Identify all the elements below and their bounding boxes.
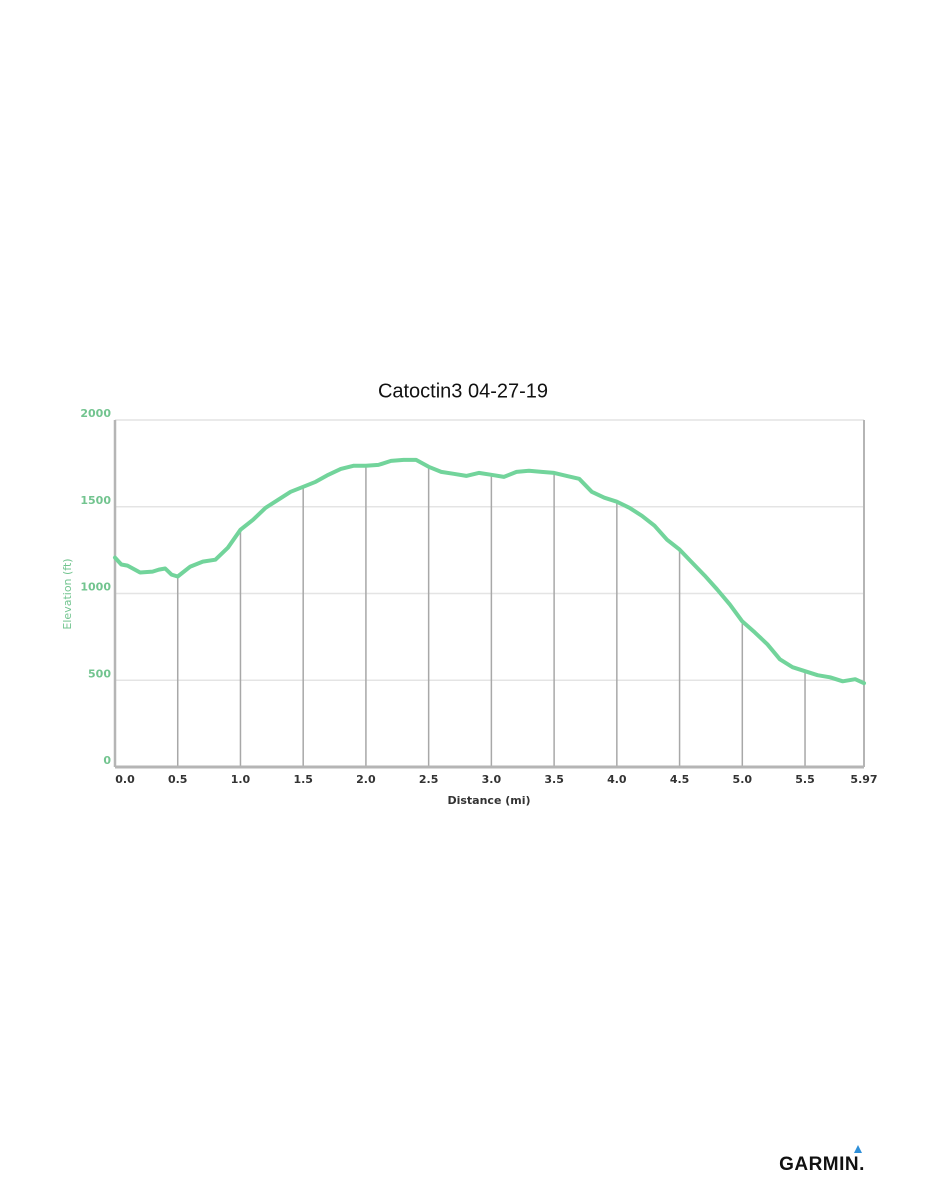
y-tick-label: 1000 (80, 581, 111, 594)
brand: GARMIN. (779, 1154, 865, 1175)
x-tick-label: 4.5 (670, 773, 690, 786)
y-axis-label: Elevation (ft) (61, 558, 74, 629)
chart-title: Catoctin3 04-27-19 (378, 380, 548, 402)
x-tick-label: 1.0 (231, 773, 251, 786)
elevation-line (113, 457, 866, 686)
x-tick-label: 0.0 (115, 773, 135, 786)
x-tick-label: 1.5 (293, 773, 313, 786)
x-tick-label: 2.0 (356, 773, 376, 786)
y-tick-label: 2000 (80, 407, 111, 420)
logo-triangle (854, 1145, 862, 1153)
x-tick-label: 3.0 (482, 773, 502, 786)
x-tick-label: 0.5 (168, 773, 188, 786)
x-tick-label: 4.0 (607, 773, 627, 786)
y-tick-label: 1500 (80, 494, 111, 507)
garmin-logo: GARMIN. (779, 1145, 865, 1175)
x-tick-label: 5.0 (733, 773, 753, 786)
x-tick-label: 5.5 (795, 773, 815, 786)
x-tick-label: 5.97 (850, 773, 877, 786)
y-tick-label: 0 (103, 754, 111, 767)
x-tick-label: 3.5 (544, 773, 564, 786)
x-tick-label: 2.5 (419, 773, 439, 786)
x-axis-label: Distance (mi) (447, 794, 530, 807)
y-tick-label: 500 (88, 667, 111, 680)
